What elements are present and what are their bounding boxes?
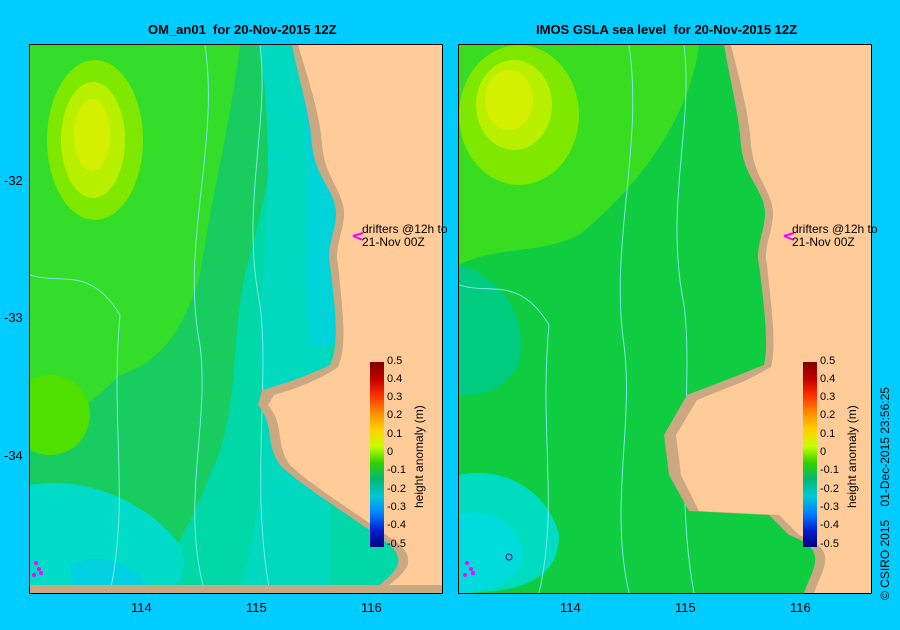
- left-x-tick-115: 115: [246, 600, 267, 615]
- left-cb-tick: -0.4: [387, 519, 406, 531]
- right-x-tick-116: 116: [790, 600, 811, 615]
- right-map-title: IMOS GSLA sea level for 20-Nov-2015 12Z: [536, 22, 798, 37]
- left-cb-tick: 0: [387, 446, 394, 458]
- left-y-tick-33: -33: [4, 310, 23, 325]
- right-cb-tick: -0.2: [820, 483, 839, 495]
- left-cb-tick: 0.4: [387, 373, 403, 385]
- left-cb-tick: -0.2: [387, 483, 406, 495]
- right-cb-tick: -0.3: [820, 501, 839, 513]
- left-colorbar: [370, 362, 384, 547]
- right-x-tick-115: 115: [675, 600, 696, 615]
- right-cb-tick: 0: [820, 446, 827, 458]
- left-drifter-annotation-1: drifters @12h to: [362, 222, 448, 236]
- left-map-title: OM_an01 for 20-Nov-2015 12Z: [148, 22, 337, 37]
- left-cb-tick: 0.3: [387, 391, 403, 403]
- right-x-tick-114: 114: [560, 600, 581, 615]
- left-map-canvas: [30, 45, 442, 593]
- right-cb-tick: -0.1: [820, 464, 839, 476]
- left-cb-tick: -0.1: [387, 464, 406, 476]
- right-cb-tick: -0.5: [820, 538, 839, 550]
- left-y-tick-34: -34: [4, 448, 23, 463]
- left-cb-tick: -0.5: [387, 538, 406, 550]
- copyright-timestamp: © CSIRO 2015 01-Dec-2015 23:56:25: [878, 387, 892, 600]
- right-cb-tick: 0.3: [820, 391, 836, 403]
- left-map-panel: [29, 44, 443, 594]
- right-cb-tick: 0.2: [820, 409, 836, 421]
- left-cb-tick: -0.3: [387, 501, 406, 513]
- right-cb-tick: 0.4: [820, 373, 836, 385]
- right-colorbar: [803, 362, 817, 547]
- left-x-tick-114: 114: [131, 600, 152, 615]
- left-y-tick-32: -32: [4, 173, 23, 188]
- right-cb-tick: -0.4: [820, 519, 839, 531]
- right-cb-tick: 0.1: [820, 428, 836, 440]
- left-cb-tick: 0.2: [387, 409, 403, 421]
- left-drifter-annotation-2: 21-Nov 00Z: [362, 235, 425, 249]
- right-map-canvas: [459, 45, 871, 593]
- right-colorbar-label: height anomaly (m): [845, 405, 859, 508]
- right-cb-tick: 0.5: [820, 355, 836, 367]
- right-map-panel: [458, 44, 872, 594]
- left-colorbar-label: height anomaly (m): [412, 405, 426, 508]
- left-cb-tick: 0.5: [387, 355, 403, 367]
- left-x-tick-116: 116: [361, 600, 382, 615]
- left-cb-tick: 0.1: [387, 428, 403, 440]
- right-drifter-annotation-1: drifters @12h to: [792, 222, 878, 236]
- right-drifter-annotation-2: 21-Nov 00Z: [792, 235, 855, 249]
